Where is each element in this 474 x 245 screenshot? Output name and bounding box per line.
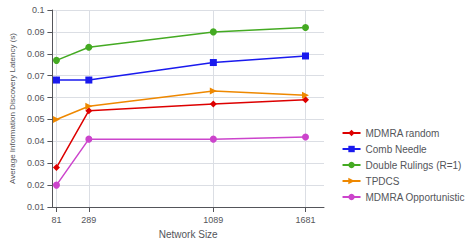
svg-text:Average Information Discovery: Average Information Discovery Latency (s… [8,33,17,184]
svg-text:0.07: 0.07 [27,71,45,81]
svg-text:0.1: 0.1 [32,5,45,15]
svg-text:81: 81 [51,215,61,225]
svg-text:MDMRA Opportunistic: MDMRA Opportunistic [366,192,465,203]
svg-text:Network Size: Network Size [159,229,218,240]
svg-text:0.05: 0.05 [27,114,45,124]
svg-text:0.08: 0.08 [27,49,45,59]
svg-text:0.04: 0.04 [27,136,45,146]
svg-text:TPDCS: TPDCS [366,176,400,187]
svg-text:1089: 1089 [203,215,223,225]
svg-text:0.09: 0.09 [27,27,45,37]
svg-text:Comb Needle: Comb Needle [366,144,428,155]
svg-text:0.06: 0.06 [27,93,45,103]
svg-text:0.03: 0.03 [27,158,45,168]
svg-text:MDMRA random: MDMRA random [366,128,440,139]
svg-text:289: 289 [81,215,96,225]
svg-text:0.01: 0.01 [27,202,45,212]
svg-text:Double Rulings (R=1): Double Rulings (R=1) [366,160,462,171]
svg-text:1681: 1681 [295,215,315,225]
svg-text:0.02: 0.02 [27,180,45,190]
